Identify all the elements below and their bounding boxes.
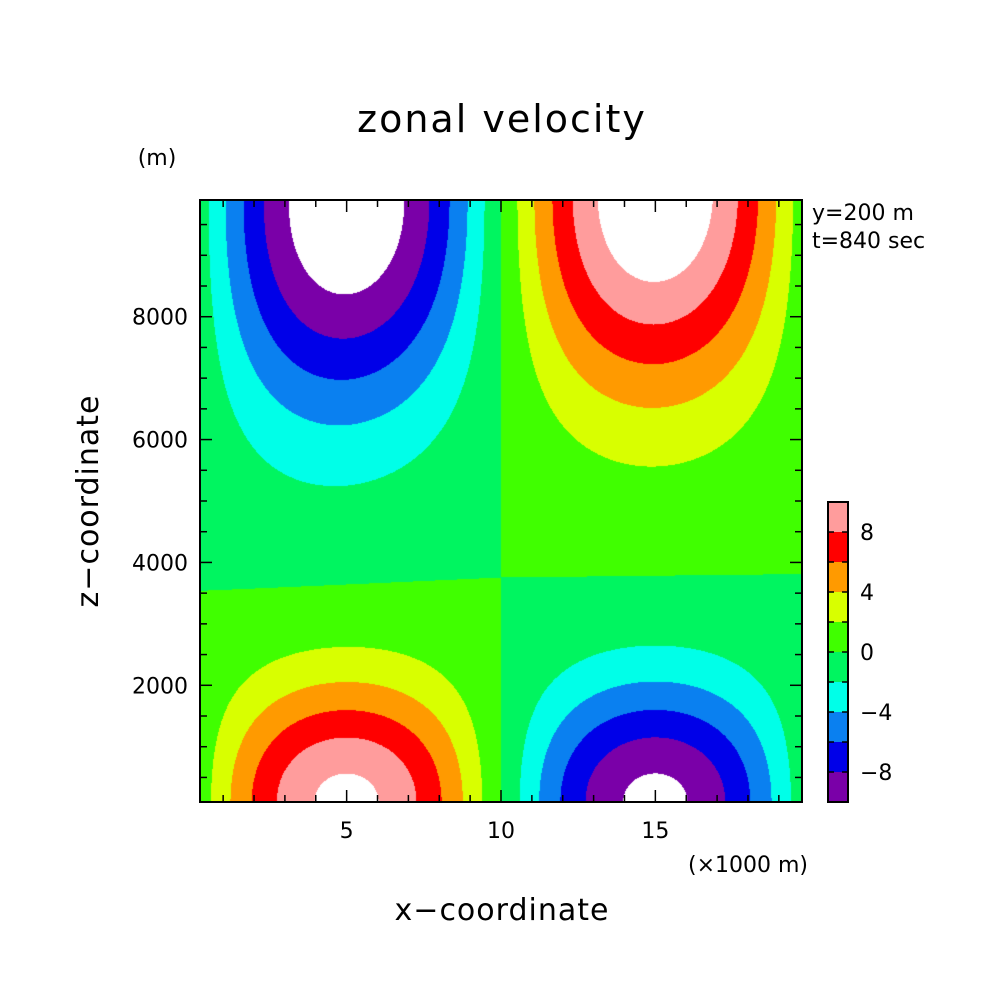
y-tick-label: 6000 (132, 429, 188, 454)
x-tick-label: 5 (340, 819, 354, 844)
colorbar-tick-label: 4 (860, 581, 874, 606)
colorbar-tick-label: 0 (860, 641, 874, 666)
colorbar-tick-label: −4 (860, 701, 892, 726)
y-unit-label: (m) (138, 146, 177, 171)
y-axis-label: z−coordinate (71, 395, 106, 608)
y-tick-label: 2000 (132, 674, 188, 699)
colorbar-frame (827, 501, 849, 803)
annotation-time: t=840 sec (812, 229, 925, 254)
x-axis-label: x−coordinate (395, 893, 610, 928)
colorbar-block (828, 772, 848, 802)
x-axis-ticks: 5 10 15 (222, 200, 780, 844)
annotation-y-position: y=200 m (812, 201, 914, 226)
colorbar-block (828, 592, 848, 622)
colorbar-blocks (828, 502, 848, 802)
colorbar-block (828, 622, 848, 652)
colorbar-block (828, 652, 848, 682)
plot-area: 5 10 15 2000 4000 6000 8000 (132, 199, 803, 844)
y-axis-ticks: 2000 4000 6000 8000 (132, 223, 802, 779)
colorbar-tick-label: 8 (860, 521, 874, 546)
velocity-field (200, 200, 802, 802)
x-unit-label: (×1000 m) (688, 853, 808, 878)
y-tick-label: 8000 (132, 306, 188, 331)
chart-title: zonal velocity (357, 97, 647, 141)
x-tick-label: 10 (487, 819, 515, 844)
colorbar-tick-label: −8 (860, 761, 892, 786)
colorbar-block (828, 532, 848, 562)
colorbar-block (828, 562, 848, 592)
y-tick-label: 4000 (132, 551, 188, 576)
colorbar-labels: −8 −4 0 4 8 (860, 521, 892, 786)
x-tick-label: 15 (641, 819, 669, 844)
colorbar-block (828, 742, 848, 772)
colorbar-block (828, 502, 848, 532)
colorbar-block (828, 682, 848, 712)
colorbar-block (828, 712, 848, 742)
colorbar: −8 −4 0 4 8 (827, 501, 892, 803)
